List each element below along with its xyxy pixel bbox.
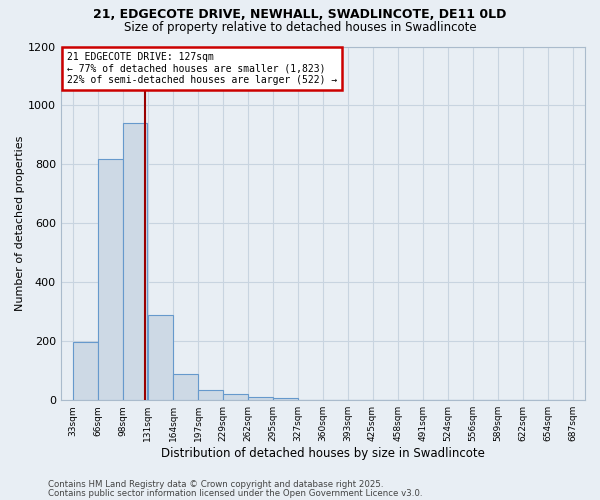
Bar (73, 342, 98, 400)
Bar (248, 398, 273, 400)
Bar (199, 390, 223, 400)
Bar (273, 398, 298, 400)
Y-axis label: Number of detached properties: Number of detached properties (15, 136, 25, 311)
Bar (122, 123, 148, 400)
Bar (148, 314, 173, 400)
Text: 21 EDGECOTE DRIVE: 127sqm
← 77% of detached houses are smaller (1,823)
22% of se: 21 EDGECOTE DRIVE: 127sqm ← 77% of detac… (67, 52, 337, 85)
Text: Contains public sector information licensed under the Open Government Licence v3: Contains public sector information licen… (48, 489, 422, 498)
Text: Size of property relative to detached houses in Swadlincote: Size of property relative to detached ho… (124, 21, 476, 34)
Text: 21, EDGECOTE DRIVE, NEWHALL, SWADLINCOTE, DE11 0LD: 21, EDGECOTE DRIVE, NEWHALL, SWADLINCOTE… (94, 8, 506, 20)
Bar (223, 394, 248, 400)
Bar (173, 374, 198, 400)
Bar (98, 158, 123, 400)
X-axis label: Distribution of detached houses by size in Swadlincote: Distribution of detached houses by size … (161, 447, 485, 460)
Text: Contains HM Land Registry data © Crown copyright and database right 2025.: Contains HM Land Registry data © Crown c… (48, 480, 383, 489)
